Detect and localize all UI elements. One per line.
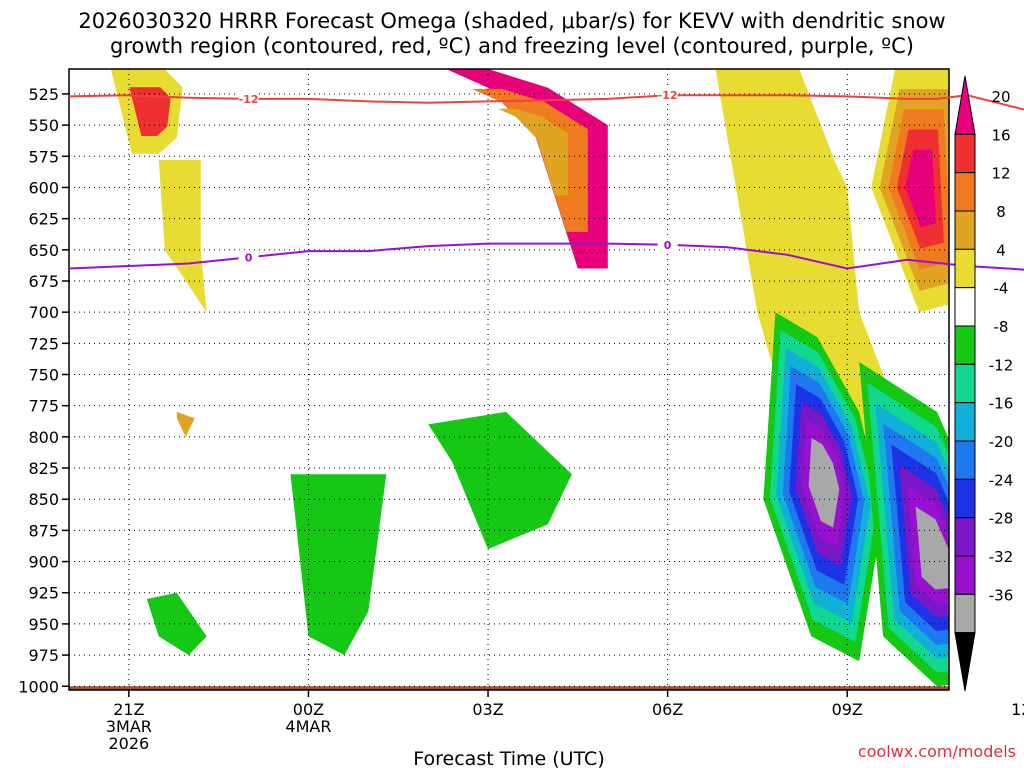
colorbar-swatch-12 bbox=[954, 555, 976, 595]
y-axis: 525 550 575 600 625 650 675 700 725 750 775 800 825 8… bbox=[18, 85, 69, 696]
colorbar-label-10: -24 bbox=[989, 471, 1014, 489]
contour-line-freezing-level-0 bbox=[68, 242, 1024, 271]
colorbar-label-7: -12 bbox=[989, 356, 1014, 374]
contour-label-bg-freezing-level-0-1 bbox=[657, 237, 678, 252]
x-tick-label-6-1: 03Z bbox=[472, 700, 503, 719]
contour-label-bg-dgz-minus12-1 bbox=[657, 88, 678, 103]
colorbar-label-3: 8 bbox=[996, 203, 1006, 221]
y-tick-label-900: 900 bbox=[28, 553, 59, 572]
x-tick-label-15-1: 12Z bbox=[1011, 700, 1024, 719]
omega-region-lift-sfc-left-0 bbox=[146, 592, 207, 656]
contour-label-bg-freezing-level-0-0 bbox=[238, 250, 259, 265]
omega-region-mid-sink-0 bbox=[158, 160, 207, 313]
y-tick-label-600: 600 bbox=[28, 178, 59, 197]
colorbar-arrow-top bbox=[954, 75, 976, 135]
x-tick-label-0-3: 2026 bbox=[109, 734, 150, 753]
contour-label-dgz-minus12-1: -12 bbox=[658, 89, 678, 102]
grid-lines bbox=[69, 69, 949, 690]
colorbar-swatch-6 bbox=[954, 325, 976, 365]
x-axis-title: Forecast Time (UTC) bbox=[413, 748, 604, 768]
chart-title-line-2: growth region (contoured, red, ºC) and f… bbox=[110, 34, 914, 58]
colorbar: 20 16 12 8 4 -4 -8 -12 -16 -20 -24 -28 -32 -36 bbox=[954, 75, 1014, 692]
omega-region-lift-core-west-7 bbox=[808, 438, 840, 528]
x-tick-label-0-2: 3MAR bbox=[106, 717, 152, 736]
y-tick-label-525: 525 bbox=[28, 85, 59, 104]
colorbar-swatch-10 bbox=[954, 478, 976, 519]
colorbar-label-6: -8 bbox=[994, 318, 1009, 336]
y-tick-label-875: 875 bbox=[28, 521, 59, 540]
y-tick-label-925: 925 bbox=[28, 584, 59, 603]
colorbar-swatch-1 bbox=[954, 133, 976, 174]
credit-link[interactable]: coolwx.com/models bbox=[858, 742, 1016, 761]
contour-label-freezing-level-0-1: 0 bbox=[664, 239, 672, 252]
omega-region-lift-core-east-7 bbox=[915, 506, 949, 590]
y-tick-label-700: 700 bbox=[28, 303, 59, 322]
chart-title-line-1: 2026030320 HRRR Forecast Omega (shaded, … bbox=[78, 9, 945, 33]
colorbar-label-5: -4 bbox=[994, 280, 1009, 298]
y-tick-label-825: 825 bbox=[28, 459, 59, 478]
omega-region-sink-band-late-4 bbox=[905, 149, 936, 228]
colorbar-swatch-9 bbox=[954, 440, 976, 480]
y-tick-label-1000: 1000 bbox=[18, 677, 59, 696]
x-tick-label-3-1: 00Z bbox=[293, 700, 324, 719]
colorbar-label-8: -16 bbox=[989, 395, 1014, 413]
y-tick-label-775: 775 bbox=[28, 397, 59, 416]
y-tick-label-625: 625 bbox=[28, 210, 59, 229]
colorbar-label-0: 20 bbox=[991, 88, 1010, 106]
colorbar-label-2: 12 bbox=[991, 165, 1010, 183]
y-tick-label-650: 650 bbox=[28, 241, 59, 260]
colorbar-swatch-5 bbox=[954, 287, 976, 327]
omega-region-upper-ridge-2 bbox=[497, 108, 568, 196]
y-tick-label-850: 850 bbox=[28, 490, 59, 509]
colorbar-label-1: 16 bbox=[991, 126, 1010, 144]
contour-label-freezing-level-0-0: 0 bbox=[245, 251, 253, 264]
colorbar-swatch-3 bbox=[954, 210, 976, 250]
surface-strip bbox=[69, 686, 949, 690]
plot-frame bbox=[68, 68, 950, 691]
colorbar-swatch-7 bbox=[954, 363, 976, 404]
y-tick-label-725: 725 bbox=[28, 334, 59, 353]
y-tick-label-750: 750 bbox=[28, 366, 59, 385]
y-tick-label-950: 950 bbox=[28, 615, 59, 634]
contour-label-bg-dgz-minus12-0 bbox=[238, 91, 259, 106]
omega-region-upper-ridge-1 bbox=[472, 88, 588, 232]
colorbar-swatch-8 bbox=[954, 402, 976, 442]
colorbar-label-12: -32 bbox=[989, 548, 1014, 566]
colorbar-label-4: 4 bbox=[996, 241, 1006, 259]
omega-region-lift-low-midday-0 bbox=[290, 474, 387, 656]
y-tick-label-575: 575 bbox=[28, 147, 59, 166]
colorbar-swatch-4 bbox=[954, 248, 976, 289]
colorbar-swatch-13 bbox=[954, 593, 976, 634]
omega-region-sfc-low-sink-1 bbox=[129, 87, 171, 136]
colorbar-swatch-2 bbox=[954, 172, 976, 212]
x-tick-label-12-1: 09Z bbox=[832, 700, 863, 719]
x-tick-label-0-1: 21Z bbox=[113, 700, 144, 719]
omega-region-lift-mid-afternoon-0 bbox=[428, 411, 572, 550]
x-tick-label-3-2: 4MAR bbox=[285, 717, 331, 736]
y-tick-label-800: 800 bbox=[28, 428, 59, 447]
colorbar-label-11: -28 bbox=[989, 510, 1014, 528]
colorbar-arrow-bottom bbox=[954, 632, 976, 692]
plot-area bbox=[69, 69, 949, 690]
colorbar-label-13: -36 bbox=[989, 586, 1014, 604]
y-tick-label-550: 550 bbox=[28, 116, 59, 135]
omega-region-sfc-spot-0 bbox=[176, 411, 195, 437]
y-tick-label-975: 975 bbox=[28, 646, 59, 665]
contour-label-dgz-minus12-0: -12 bbox=[239, 93, 259, 106]
colorbar-label-9: -20 bbox=[989, 433, 1014, 451]
temperature-contours: -12 -12 0 0 bbox=[68, 88, 1024, 271]
colorbar-swatch-11 bbox=[954, 517, 976, 557]
x-tick-label-9-1: 06Z bbox=[652, 700, 683, 719]
y-tick-label-675: 675 bbox=[28, 272, 59, 291]
